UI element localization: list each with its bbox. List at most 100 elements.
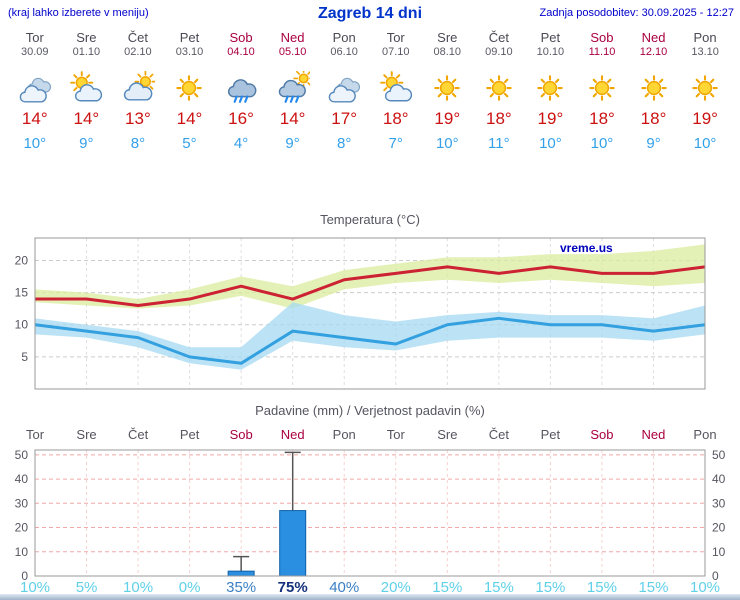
precipitation-chart-title: Padavine (mm) / Verjetnost padavin (%) (255, 403, 485, 418)
mostly-cloudy-icon (123, 71, 155, 101)
day-column[interactable]: Sre 01.10 14° 9° (61, 30, 113, 153)
day-column[interactable]: Čet 02.10 13° 8° (112, 30, 164, 153)
day-high-temp: 14° (279, 109, 306, 128)
day-name: Čet (488, 30, 509, 45)
day-high-temp: 13° (125, 109, 151, 128)
precip-axis-label-right: 20 (712, 521, 726, 535)
precip-bar (279, 510, 307, 577)
day-date: 02.10 (124, 46, 152, 58)
precip-probability: 15% (484, 579, 514, 596)
day-name: Pon (693, 30, 717, 45)
day-low-temp: 9° (285, 135, 300, 152)
day-name: Pet (179, 30, 200, 45)
days-row: Tor 30.09 14° 10° Sre 01.10 14° 9° Čet 02.10 13° 8°… (9, 30, 731, 153)
day-column[interactable]: Pon 13.10 19° 10° (679, 30, 731, 153)
precipitation-chart: Tor Sre Čet Pet Sob Ned Pon Tor Sre Čet Pet Sob Ned P… (15, 427, 726, 596)
precip-probability: 35% (226, 579, 256, 596)
precip-probability: 40% (329, 579, 359, 596)
plot-background (35, 450, 705, 576)
day-low-temp: 9° (646, 135, 661, 152)
day-high-temp: 14° (176, 109, 203, 128)
precip-axis-label-right: 50 (712, 448, 726, 462)
day-date: 10.10 (536, 46, 565, 58)
precip-day-label: Sre (76, 427, 96, 442)
day-name: Sob (590, 30, 614, 45)
day-name: Ned (280, 30, 305, 45)
day-high-temp: 18° (640, 109, 667, 128)
precip-axis-label-right: 40 (712, 472, 726, 486)
day-column[interactable]: Pet 03.10 14° 5° (164, 30, 216, 153)
day-column[interactable]: Pon 06.10 17° 8° (318, 30, 370, 153)
temperature-chart: 5 10 15 20 vreme.us (15, 237, 706, 390)
day-high-temp: 14° (21, 109, 48, 128)
day-date: 01.10 (72, 46, 101, 58)
temp-axis-label: 20 (15, 253, 29, 267)
day-column[interactable]: Čet 09.10 18° 11° (473, 30, 525, 153)
sunny-icon (176, 75, 203, 101)
precip-probability: 0% (179, 579, 201, 596)
temperature-line (35, 265, 706, 307)
day-name: Pet (540, 30, 561, 45)
day-column[interactable]: Tor 30.09 14° 10° (9, 30, 61, 153)
temperature-band (35, 302, 705, 370)
precip-axis-label-left: 20 (15, 521, 29, 535)
day-high-temp: 19° (692, 109, 718, 128)
precip-probability: 10% (690, 579, 720, 596)
precip-day-label: Ned (281, 427, 305, 442)
sunny-icon (434, 75, 461, 101)
day-low-temp: 8° (130, 135, 146, 152)
day-name: Tor (25, 30, 44, 45)
watermark: vreme.us (560, 241, 613, 255)
day-high-temp: 18° (485, 109, 512, 128)
precip-probability: 20% (381, 579, 411, 596)
temperature-chart-title: Temperatura (°C) (320, 212, 420, 227)
day-column[interactable]: Pet 10.10 19° 10° (525, 30, 577, 153)
day-column[interactable]: Sob 04.10 16° 4° (215, 30, 267, 153)
precip-axis-label-left: 0 (21, 569, 28, 583)
day-name: Pon (332, 30, 356, 45)
temperature-line (34, 316, 706, 365)
sunny-icon (537, 75, 564, 101)
day-column[interactable]: Ned 12.10 18° 9° (628, 30, 680, 153)
temp-axis-label: 10 (15, 318, 29, 332)
precip-day-label: Sob (230, 427, 253, 442)
day-high-temp: 18° (382, 109, 409, 128)
precip-axis-label-left: 40 (15, 472, 29, 486)
day-column[interactable]: Sob 11.10 18° 10° (576, 30, 628, 153)
day-date: 05.10 (278, 46, 307, 58)
precip-probability: 10% (20, 579, 50, 596)
day-low-temp: 4° (233, 135, 249, 152)
day-low-temp: 10° (539, 135, 562, 152)
sunny-icon (486, 75, 512, 101)
cloudy-icon (19, 77, 51, 103)
day-low-temp: 10° (693, 135, 717, 152)
day-date: 30.09 (21, 46, 49, 58)
plot-frame (34, 237, 706, 390)
precip-probability: 15% (638, 579, 668, 596)
day-column[interactable]: Tor 07.10 18° 7° (370, 30, 422, 153)
partly-cloudy-icon (379, 71, 412, 102)
day-name: Ned (641, 30, 666, 45)
day-column[interactable]: Sre 08.10 19° 10° (422, 30, 474, 153)
precip-bar (227, 570, 255, 577)
partly-cloudy-icon (70, 71, 103, 102)
day-low-temp: 10° (435, 135, 459, 152)
precip-day-label: Pon (333, 427, 356, 442)
precip-axis-label-right: 0 (712, 569, 719, 583)
day-date: 06.10 (330, 46, 358, 58)
plot-frame (34, 449, 706, 577)
page-title: Zagreb 14 dni (317, 5, 423, 22)
precip-day-label: Čet (489, 427, 510, 442)
precip-day-label: Ned (642, 427, 666, 442)
precip-day-label: Tor (387, 427, 406, 442)
precip-day-label: Pet (180, 427, 200, 442)
day-high-temp: 16° (228, 109, 254, 128)
day-date: 11.10 (588, 46, 616, 58)
day-date: 09.10 (485, 46, 513, 58)
day-column[interactable]: Ned 05.10 14° 9° (267, 30, 319, 153)
day-low-temp: 10° (590, 135, 614, 152)
cloudy-icon (328, 77, 361, 103)
precip-day-label: Sob (590, 427, 613, 442)
day-high-temp: 19° (537, 109, 564, 128)
